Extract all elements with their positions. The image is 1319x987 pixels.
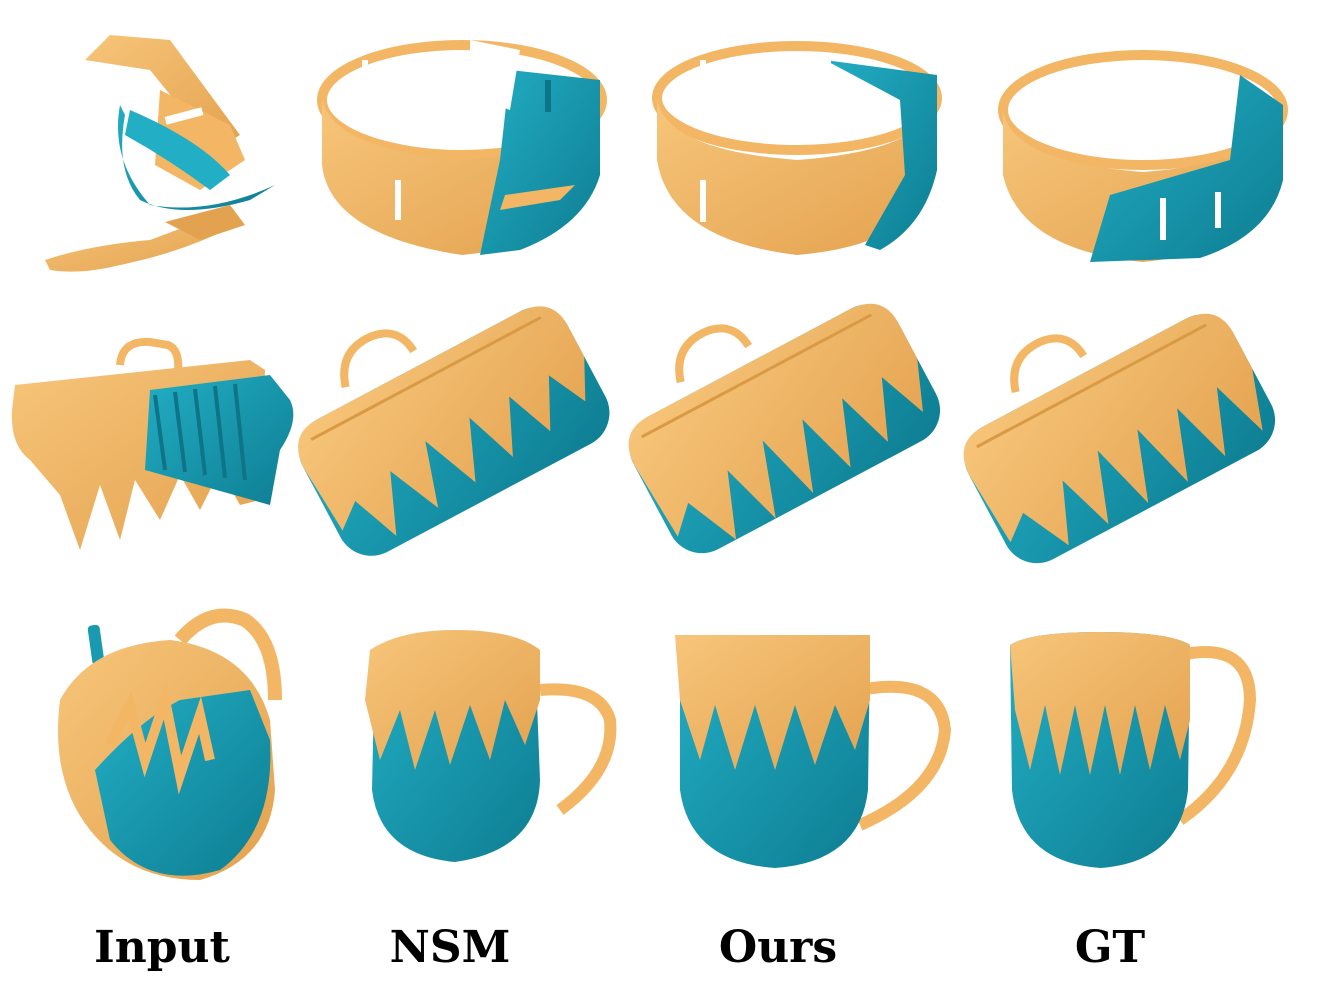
mug-nsm [365,630,617,862]
suitcase-gt [963,313,1276,564]
column-label-nsm: NSM [389,922,511,973]
mug-ours [675,635,952,868]
suitcase-ours [628,303,941,554]
mug-input [58,608,282,880]
column-label-input: Input [94,922,230,973]
suitcase-input [11,337,294,550]
column-label-ours: Ours [718,922,838,973]
ring-input [45,35,275,272]
column-label-gt: GT [1074,922,1146,973]
suitcase-nsm [298,306,610,556]
mug-gt [1010,632,1257,868]
ring-ours [652,41,942,255]
ring-nsm [317,40,607,255]
ring-gt [998,50,1288,262]
